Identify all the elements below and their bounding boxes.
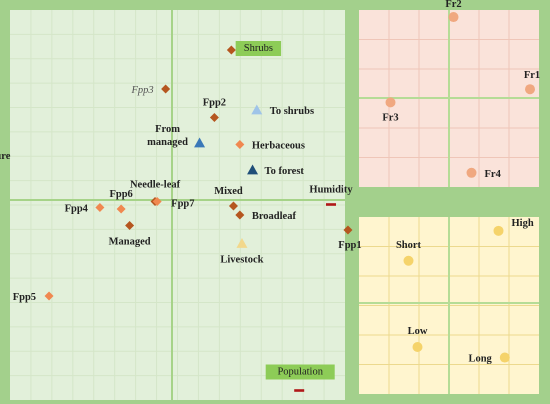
point-fr2 [448, 12, 459, 23]
point-managed [125, 221, 135, 230]
variable-humidity [326, 203, 336, 206]
point-fpp3 [161, 84, 171, 94]
label-fr3: Fr3 [382, 112, 398, 123]
point-long [499, 352, 510, 363]
label-box-population [265, 364, 335, 380]
label-fpp1: Fpp1 [338, 240, 361, 251]
label-line: managed [147, 137, 188, 148]
label-fr2: Fr2 [445, 0, 461, 10]
point-fr4 [466, 167, 477, 178]
label-long: Long [468, 354, 492, 365]
data-labels: Shrubs Fpp3 Fpp2 To shrubs From managed Herbac… [0, 0, 540, 380]
label-fpp3: Fpp3 [130, 85, 153, 96]
point-to-shrubs [251, 104, 263, 115]
label-broadleaf: Broadleaf [252, 211, 297, 222]
label-managed: Managed [109, 237, 151, 248]
label-box-shrubs [235, 41, 282, 56]
point-mixed [228, 201, 238, 211]
label-fr4: Fr4 [485, 169, 502, 180]
label-high: High [512, 218, 534, 229]
point-herbaceous [235, 140, 245, 149]
point-fpp4 [95, 203, 105, 212]
point-livestock [236, 238, 248, 248]
point-fpp2 [209, 113, 219, 122]
point-low [412, 342, 423, 352]
point-fpp7 [152, 197, 162, 206]
point-from-managed [194, 137, 206, 148]
point-to-forest [247, 164, 259, 175]
label-fpp4: Fpp4 [65, 204, 89, 215]
point-high [493, 225, 504, 236]
label-population: Population [277, 367, 323, 378]
point-shrubs [226, 45, 236, 55]
label-fpp2: Fpp2 [203, 98, 226, 109]
point-fr1 [525, 84, 535, 95]
label-line: From [155, 124, 180, 135]
label-herbaceous: Herbaceous [252, 141, 305, 152]
label-to-shrubs: To shrubs [270, 106, 314, 117]
label-shrubs: Shrubs [244, 43, 273, 54]
point-fpp6 [116, 204, 126, 214]
label-needle-leaf: Needle-leaf [130, 180, 181, 191]
label-fpp7: Fpp7 [171, 199, 194, 210]
label-fpp6: Fpp6 [109, 189, 132, 200]
point-broadleaf [235, 210, 245, 220]
point-fr3 [385, 97, 396, 108]
point-short [403, 255, 414, 266]
label-livestock: Livestock [220, 255, 263, 266]
label-fr1: Fr1 [524, 70, 540, 81]
label-temperature: Temperature [0, 151, 11, 162]
label-short: Short [396, 240, 422, 251]
label-low: Low [408, 326, 428, 337]
label-from-managed: From managed [147, 124, 188, 148]
point-fpp1 [343, 225, 353, 235]
label-humidity: Humidity [309, 185, 353, 196]
point-fpp5 [44, 291, 54, 301]
data-marks [44, 12, 535, 392]
label-fpp5: Fpp5 [13, 292, 36, 303]
variable-population [294, 389, 305, 392]
label-mixed: Mixed [214, 186, 243, 197]
label-to-forest: To forest [265, 166, 305, 177]
